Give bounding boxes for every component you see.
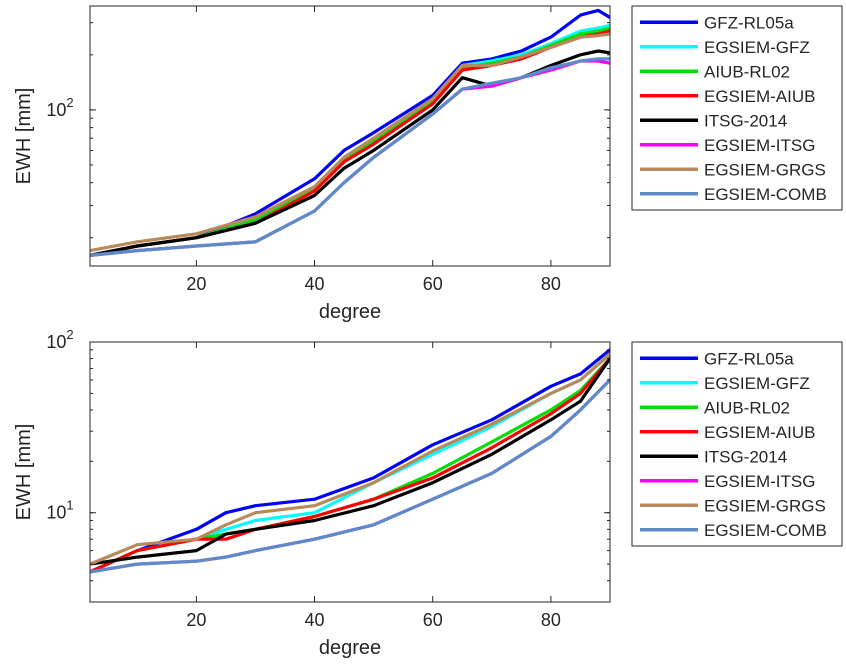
chart-panel-1: 20 40 60 80 102 degree EWH [mm] GFZ-RL05a EGSIEM… bbox=[13, 5, 843, 323]
legend-box bbox=[631, 5, 843, 211]
x-tick-label: 80 bbox=[541, 610, 561, 630]
legend-label-itsg-2014: ITSG-2014 bbox=[704, 447, 787, 466]
legend-label-egsiem-comb: EGSIEM-COMB bbox=[704, 185, 827, 204]
series-line-egsiem-comb bbox=[90, 57, 610, 257]
series-line-itsg-2014 bbox=[90, 49, 610, 257]
x-tick-label: 40 bbox=[305, 610, 325, 630]
series-line-egsiem-grgs bbox=[90, 32, 610, 253]
legend-label-egsiem-comb: EGSIEM-COMB bbox=[704, 521, 827, 540]
legend-box bbox=[631, 341, 843, 547]
legend-label-egsiem-gfz: EGSIEM-GFZ bbox=[704, 374, 810, 393]
legend-label-aiub-rl02: AIUB-RL02 bbox=[704, 62, 790, 81]
legend-label-aiub-rl02: AIUB-RL02 bbox=[704, 398, 790, 417]
x-axis-label: degree bbox=[319, 301, 381, 323]
y-tick-label: 102 bbox=[46, 327, 73, 352]
axes-box bbox=[89, 5, 611, 267]
x-axis-label: degree bbox=[319, 637, 381, 659]
y-tick-label: 102 bbox=[46, 95, 73, 120]
legend-label-egsiem-gfz: EGSIEM-GFZ bbox=[704, 38, 810, 57]
chart-panel-2: 20 40 60 80 101 102 degree EWH [mm] GFZ-RL05a EGS… bbox=[13, 327, 843, 659]
y-axis-label: EWH [mm] bbox=[13, 424, 35, 521]
legend-label-egsiem-grgs: EGSIEM-GRGS bbox=[704, 160, 826, 179]
legend-label-itsg-2014: ITSG-2014 bbox=[704, 111, 787, 130]
plot-area bbox=[90, 342, 610, 602]
legend-label-egsiem-aiub: EGSIEM-AIUB bbox=[704, 423, 815, 442]
legend-label-egsiem-itsg: EGSIEM-ITSG bbox=[704, 136, 815, 155]
series-line-egsiem-comb bbox=[90, 378, 610, 574]
series-line-egsiem-grgs bbox=[90, 352, 610, 566]
series-line-itsg-2014 bbox=[90, 356, 610, 566]
x-tick-label: 20 bbox=[186, 610, 206, 630]
x-tick-label: 80 bbox=[541, 274, 561, 294]
x-tick-label: 60 bbox=[423, 274, 443, 294]
x-tick-label: 20 bbox=[186, 274, 206, 294]
legend-label-egsiem-aiub: EGSIEM-AIUB bbox=[704, 87, 815, 106]
legend-label-egsiem-itsg: EGSIEM-ITSG bbox=[704, 472, 815, 491]
x-tick-label: 60 bbox=[423, 610, 443, 630]
series-line-gfz-rl05a bbox=[90, 348, 610, 574]
legend-label-gfz-rl05a: GFZ-RL05a bbox=[704, 349, 794, 368]
x-tick-label: 40 bbox=[305, 274, 325, 294]
legend-label-gfz-rl05a: GFZ-RL05a bbox=[704, 13, 794, 32]
y-tick-label: 101 bbox=[46, 498, 73, 523]
legend-label-egsiem-grgs: EGSIEM-GRGS bbox=[704, 496, 826, 515]
legend: GFZ-RL05a EGSIEM-GFZ AIUB-RL02 EGSIEM-AIUB I… bbox=[631, 5, 843, 211]
axes-box bbox=[89, 341, 611, 603]
y-axis-label: EWH [mm] bbox=[13, 88, 35, 185]
legend: GFZ-RL05a EGSIEM-GFZ AIUB-RL02 EGSIEM-AIUB I… bbox=[631, 341, 843, 547]
